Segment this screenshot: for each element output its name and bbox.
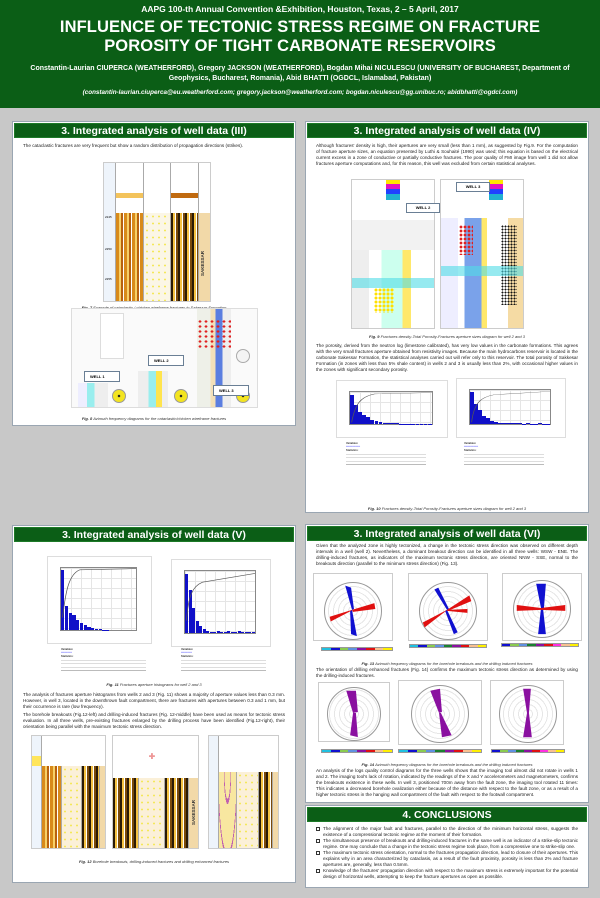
conclusion-item: The simultaneous presence of breakouts a… (316, 838, 578, 850)
rose-empty-icon (236, 349, 250, 363)
stats-well2: Variables: ━━━━━━━ Statistics: (61, 648, 161, 673)
panel-title: 3. Integrated analysis of well data (V) (14, 527, 294, 542)
legend-colorbar (321, 647, 393, 651)
panel-paragraph-2: The borehole breakouts (Fig.12-left) and… (23, 712, 285, 729)
conference-line: AAPG 100-th Annual Convention &Exhibitio… (141, 4, 459, 14)
panel-intro: The cataclastic fractures are very frequ… (23, 143, 244, 148)
fig9-density-porosity-diagram (351, 179, 435, 329)
legend-colorbar (321, 749, 393, 753)
fig14-caption: Fig. 14 Azimuth frequency diagrams for t… (361, 762, 533, 767)
well-2-label: WELL 2 (406, 203, 440, 213)
fig13-rose-well3 (502, 573, 582, 641)
fig11-caption: Fig. 11 Fractures aperture histograms fo… (106, 682, 202, 687)
well-3-label: WELL 3 (213, 385, 249, 396)
fig11-histogram-well2 (47, 556, 152, 644)
fig13-rose-well2 (408, 573, 488, 641)
checkbox-bullet-icon (316, 826, 320, 831)
well-2-label: WELL 2 (148, 355, 184, 366)
fig7-caption: Fig. 7 Example of cataclastic / chicken … (13, 305, 295, 310)
fig10-histogram-well2 (336, 380, 448, 438)
fig14-rose-well1 (318, 682, 390, 742)
fig7-well-log-image: SAKESSAR 2245 2250 2255 (103, 162, 211, 302)
fig8-caption: Fig. 8 Azimuth frequency diagrams for th… (81, 416, 227, 421)
conclusions-list: The alignment of the major fault and fra… (306, 826, 588, 880)
title-line-1: INFLUENCE OF TECTONIC STRESS REGIME ON F… (59, 18, 541, 36)
legend-colorbar (409, 644, 487, 648)
panel-well-data-vi: 3. Integrated analysis of well data (VI)… (305, 524, 589, 803)
emails: (constantin-laurian.ciuperca@eu.weatherf… (82, 89, 518, 96)
panel-well-data-v: 3. Integrated analysis of well data (V) … (12, 525, 296, 883)
fig11-histogram-well3 (171, 559, 271, 647)
cumulative-curve (186, 573, 255, 621)
well-1-log (78, 383, 108, 407)
conclusion-item: The maximum tectonic stress orientation,… (316, 850, 578, 868)
fig14-rose-well2 (398, 680, 482, 745)
formation-label: SAKESSAR (191, 800, 196, 826)
panel-paragraph-2: The porosity, derived from the neutron l… (316, 343, 578, 372)
conclusion-item: The alignment of the major fault and fra… (316, 826, 578, 838)
legend-colorbar (491, 749, 565, 753)
stats-well2: Variables: ━━━━━━━━━ Statistics: (346, 442, 446, 467)
cumulative-curve (62, 568, 136, 618)
panel-intro: Although fractures' density is high, the… (316, 143, 578, 166)
fig12-caption: Fig. 12 Borehole breakouts, drilling-ind… (78, 859, 230, 864)
fig10-histogram-well3 (456, 378, 566, 438)
poster-title: INFLUENCE OF TECTONIC STRESS REGIME ON F… (0, 18, 600, 56)
conclusion-item: Knowledge of the fractures' propagation … (316, 868, 578, 880)
checkbox-bullet-icon (316, 838, 320, 843)
legend-box (100, 313, 124, 359)
crosshair-icon: ✛ (148, 752, 156, 761)
fig9-caption: Fig. 9 Fractures density-Total Porosity-… (369, 334, 525, 339)
panel-well-data-iv: 3. Integrated analysis of well data (IV)… (305, 121, 589, 513)
fig13-rose-well1 (313, 573, 393, 641)
checkbox-bullet-icon (316, 868, 320, 873)
rose-yellow-icon (112, 389, 126, 403)
well-2-log (138, 371, 168, 407)
poster-header: AAPG 100-th Annual Convention &Exhibitio… (0, 0, 600, 108)
fig8-azimuth-diagrams: WELL 1 WELL 2 (71, 308, 258, 408)
legend-colorbar (398, 749, 482, 753)
panel-paragraph-1: The analysis of fractures aperture histo… (23, 692, 285, 709)
title-line-2: POROSITY OF TIGHT CARBONATE RESERVOIRS (104, 37, 496, 55)
fig12-enhanced-fractures-log (208, 735, 279, 849)
fig12-induced-fractures-log: SAKESSAR ✛ (112, 735, 199, 849)
panel-paragraph-2: The orientation of drilling enhanced fra… (316, 667, 578, 678)
cumulative-curve (351, 392, 432, 423)
stats-well3: Variables: ━━━━━━━━━ Statistics: (464, 442, 564, 467)
fig14-rose-well3 (490, 680, 564, 745)
fig13-caption: Fig. 13 Azimuth frequency diagrams for t… (361, 661, 533, 666)
checkbox-bullet-icon (316, 850, 320, 855)
panel-title: 3. Integrated analysis of well data (III… (14, 123, 294, 138)
panel-title: 3. Integrated analysis of well data (VI) (307, 526, 587, 541)
fig10-caption: Fig. 10 Fractures density-Total Porosity… (367, 506, 527, 511)
fig12-breakouts-log (31, 735, 106, 849)
depth-label: 2250 (105, 247, 112, 251)
formation-label: SAKESSAR (200, 251, 205, 277)
panel-paragraph-1: Given that the analyzed zone is highly t… (316, 543, 578, 566)
legend-colorbar (501, 643, 579, 647)
depth-label: 2245 (105, 215, 112, 219)
panel-paragraph-3: An analysis of the logs quality control … (316, 768, 578, 797)
cumulative-curve (471, 391, 550, 423)
panel-well-data-iii: 3. Integrated analysis of well data (III… (12, 121, 296, 426)
stats-well3: Variables: ━━━━━━━ Statistics: (181, 648, 281, 673)
rose-yellow-icon (174, 389, 188, 403)
well-3-label: WELL 3 (456, 182, 490, 192)
depth-label: 2255 (105, 277, 112, 281)
panel-title: 4. CONCLUSIONS (307, 807, 587, 822)
well-1-label: WELL 1 (84, 371, 120, 382)
panel-conclusions: 4. CONCLUSIONS The alignment of the majo… (305, 805, 589, 888)
panel-title: 3. Integrated analysis of well data (IV) (307, 123, 587, 138)
fig9-density-porosity-diagram-well3 (440, 179, 524, 329)
authors: Constantin-Laurian CIUPERCA (WEATHERFORD… (30, 65, 570, 82)
